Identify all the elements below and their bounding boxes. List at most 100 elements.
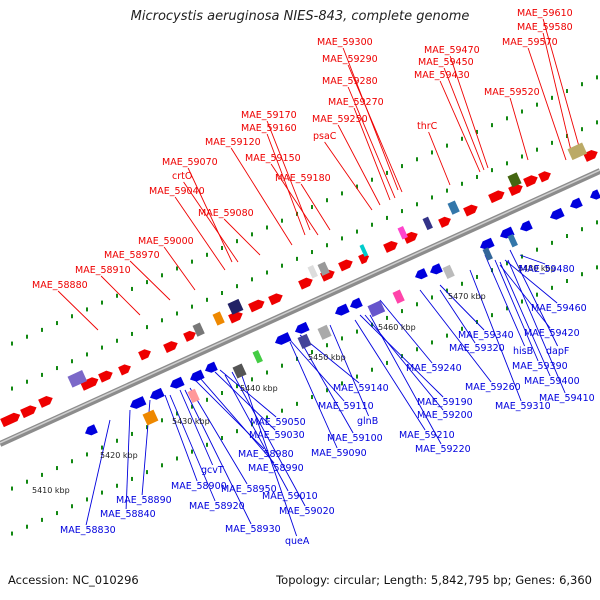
gene-label-forward[interactable]: MAE_59280: [322, 76, 378, 87]
gene-label-forward[interactable]: MAE_59000: [138, 236, 194, 247]
label-connector: [469, 269, 522, 402]
gene-box: [397, 226, 408, 240]
gene-box: [567, 142, 588, 161]
gene-label-reverse[interactable]: MAE_58840: [100, 509, 156, 520]
gene-label-forward[interactable]: psaC: [313, 131, 337, 142]
gene-label-forward[interactable]: MAE_59430: [414, 70, 470, 81]
gene-arrow: [520, 220, 533, 232]
gene-label-reverse[interactable]: MAE_59420: [524, 328, 580, 339]
gene-label-forward[interactable]: MAE_59040: [149, 186, 205, 197]
gene-label-forward[interactable]: MAE_59080: [198, 208, 254, 219]
gene-arrow: [298, 277, 313, 290]
gene-label-reverse[interactable]: MAE_58890: [116, 495, 172, 506]
gene-label-forward[interactable]: MAE_58880: [32, 280, 88, 291]
label-connector: [443, 67, 485, 171]
gene-arrow: [590, 189, 600, 200]
gene-label-forward[interactable]: crtO: [172, 171, 192, 182]
gene-arrow: [85, 424, 98, 436]
gene-label-forward[interactable]: MAE_59150: [245, 153, 301, 164]
label-connector: [353, 107, 391, 201]
gene-label-forward[interactable]: MAE_59300: [317, 37, 373, 48]
gene-label-reverse[interactable]: MAE_59410: [539, 393, 595, 404]
gene-label-forward[interactable]: MAE_59250: [312, 114, 368, 125]
gene-label-reverse[interactable]: MAE_59090: [311, 448, 367, 459]
gene-label-reverse[interactable]: queA: [285, 536, 310, 547]
gene-label-reverse[interactable]: MAE_58950: [221, 484, 277, 495]
gene-label-reverse[interactable]: MAE_59140: [333, 383, 389, 394]
gene-label-forward[interactable]: MAE_58970: [104, 250, 160, 261]
gene-box: [317, 261, 330, 276]
gene-arrow: [248, 299, 265, 313]
gene-label-reverse[interactable]: MAE_59200: [417, 410, 473, 421]
label-connector: [85, 419, 111, 526]
gene-label-forward[interactable]: MAE_59170: [241, 110, 297, 121]
kbp-label: 5480 kbp: [518, 264, 556, 273]
gene-label-forward[interactable]: MAE_59580: [517, 22, 573, 33]
gene-arrow: [358, 254, 370, 265]
gene-label-reverse[interactable]: MAE_59240: [406, 363, 462, 374]
gene-label-reverse[interactable]: MAE_59100: [327, 433, 383, 444]
gene-label-forward[interactable]: MAE_59290: [322, 54, 378, 65]
label-connector: [299, 339, 354, 434]
gene-label-reverse[interactable]: MAE_59050: [250, 417, 306, 428]
gene-box: [367, 300, 386, 318]
gene-label-reverse[interactable]: glnB: [357, 416, 378, 427]
gene-arrow: [20, 405, 37, 419]
label-connector: [369, 314, 442, 445]
gene-label-reverse[interactable]: MAE_59110: [318, 401, 374, 412]
gene-label-reverse[interactable]: dapF: [546, 346, 569, 357]
gene-label-reverse[interactable]: MAE_59340: [458, 330, 514, 341]
genome-backbone-highlight: [0, 169, 600, 444]
gene-label-reverse[interactable]: gcvT: [201, 465, 224, 476]
gene-arrow: [118, 364, 131, 376]
gene-box: [212, 311, 225, 326]
gene-label-reverse[interactable]: MAE_59260: [465, 382, 521, 393]
gene-label-forward[interactable]: MAE_59120: [205, 137, 261, 148]
gene-label-reverse[interactable]: MAE_59310: [495, 401, 551, 412]
gene-label-reverse[interactable]: MAE_58920: [189, 501, 245, 512]
gene-label-reverse[interactable]: MAE_59400: [524, 376, 580, 387]
label-connector: [184, 389, 252, 525]
gene-arrow: [550, 207, 565, 220]
gene-box: [142, 409, 159, 426]
gene-label-forward[interactable]: MAE_59470: [424, 45, 480, 56]
gene-label-reverse[interactable]: MAE_59190: [417, 397, 473, 408]
gene-box: [507, 234, 518, 248]
gene-box: [297, 333, 312, 349]
gene-label-forward[interactable]: MAE_58910: [75, 265, 131, 276]
label-connector: [183, 181, 239, 263]
label-connector: [163, 246, 196, 291]
kbp-label: 5430 kbp: [172, 417, 210, 426]
gene-label-reverse[interactable]: MAE_59010: [262, 491, 318, 502]
gene-label-forward[interactable]: MAE_59160: [241, 123, 297, 134]
gene-label-reverse[interactable]: MAE_59390: [512, 361, 568, 372]
gene-label-reverse[interactable]: hisB: [513, 346, 533, 357]
gene-label-reverse[interactable]: MAE_59460: [531, 303, 587, 314]
label-connector: [57, 290, 99, 331]
gene-label-forward[interactable]: MAE_59570: [502, 37, 558, 48]
gene-label-forward[interactable]: MAE_59520: [484, 87, 540, 98]
gene-label-reverse[interactable]: MAE_59320: [449, 343, 505, 354]
gene-label-forward[interactable]: MAE_59180: [275, 173, 331, 184]
gene-label-reverse[interactable]: MAE_58900: [171, 481, 227, 492]
gene-label-reverse[interactable]: MAE_59220: [415, 444, 471, 455]
gene-label-reverse[interactable]: MAE_59020: [279, 506, 335, 517]
label-connector: [527, 47, 567, 161]
label-connector: [439, 80, 481, 173]
gene-label-reverse[interactable]: MAE_59030: [249, 430, 305, 441]
gene-label-reverse[interactable]: MAE_59480: [519, 264, 575, 275]
label-connector: [266, 133, 306, 236]
gene-label-forward[interactable]: MAE_59450: [418, 57, 474, 68]
label-connector: [439, 284, 485, 331]
gene-label-forward[interactable]: MAE_59070: [162, 157, 218, 168]
gene-label-forward[interactable]: MAE_59610: [517, 8, 573, 19]
gene-label-forward[interactable]: MAE_59270: [328, 97, 384, 108]
gene-label-reverse[interactable]: MAE_58930: [225, 524, 281, 535]
gene-label-forward[interactable]: thrC: [417, 121, 438, 132]
gene-box: [447, 200, 460, 215]
gene-label-reverse[interactable]: MAE_59210: [399, 430, 455, 441]
gene-label-reverse[interactable]: MAE_58990: [248, 463, 304, 474]
gene-label-reverse[interactable]: MAE_58830: [60, 525, 116, 536]
gene-label-reverse[interactable]: MAE_58980: [238, 449, 294, 460]
gene-arrow: [570, 197, 583, 209]
